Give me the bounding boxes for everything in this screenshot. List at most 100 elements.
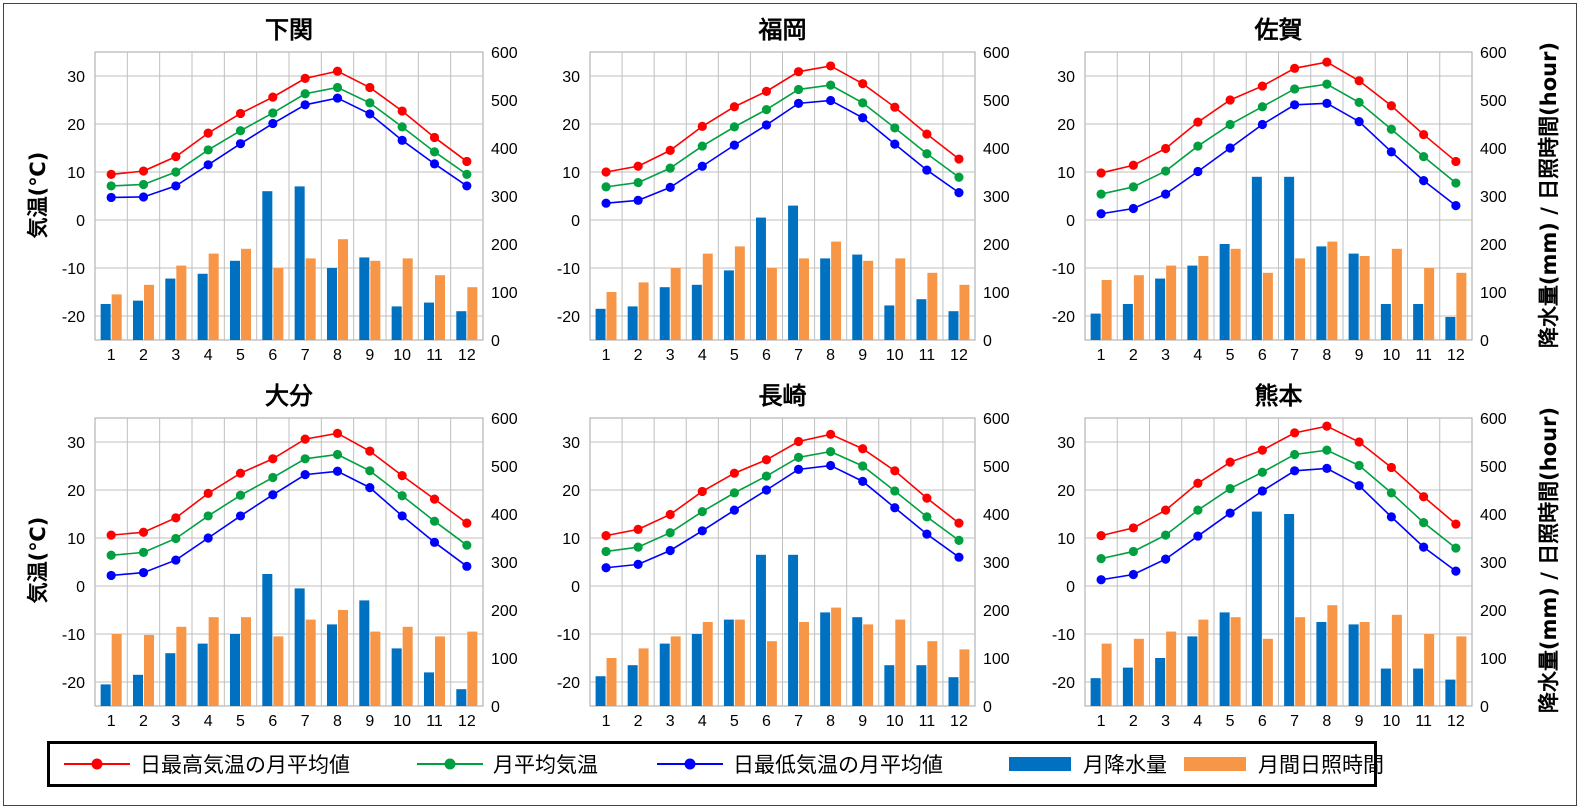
avg-temp-point xyxy=(1290,449,1300,460)
right-tick-label: 300 xyxy=(983,555,1010,572)
avg-temp-point xyxy=(665,528,675,538)
min-temp-point xyxy=(761,120,772,130)
right-tick-label: 500 xyxy=(491,93,518,110)
sunshine-bar xyxy=(1230,617,1241,706)
precip-bar xyxy=(391,648,402,706)
max-temp-point xyxy=(332,428,343,438)
precip-bar xyxy=(197,643,208,706)
left-tick-label: -10 xyxy=(1052,627,1075,644)
chart-title: 長崎 xyxy=(759,382,807,410)
min-temp-point xyxy=(1225,143,1235,153)
sunshine-bar xyxy=(606,658,617,706)
sunshine-bar xyxy=(1327,241,1338,340)
x-tick-label: 4 xyxy=(204,713,213,730)
max-temp-point xyxy=(1225,457,1235,467)
min-temp-point xyxy=(1096,209,1106,219)
left-tick-label: 20 xyxy=(67,117,85,134)
right-tick-label: 600 xyxy=(491,45,518,62)
left-tick-label: 30 xyxy=(1057,435,1075,452)
max-temp-point xyxy=(729,102,739,112)
avg-temp-point xyxy=(697,141,707,151)
avg-temp-point xyxy=(203,511,213,521)
x-tick-label: 1 xyxy=(602,713,611,730)
legend-label-sun: 月間日照時間 xyxy=(1258,753,1384,777)
max-temp-point xyxy=(890,102,900,112)
sunshine-bar xyxy=(927,272,938,340)
max-temp-point xyxy=(1451,156,1461,167)
sunshine-bar xyxy=(241,248,252,340)
avg-temp-point xyxy=(633,542,643,552)
right-tick-label: 300 xyxy=(491,189,518,206)
avg-temp-point xyxy=(235,490,246,500)
sunshine-bar xyxy=(1295,617,1306,706)
chart-title: 下関 xyxy=(265,16,313,44)
precip-bar xyxy=(820,612,831,706)
right-tick-label: 200 xyxy=(1480,237,1507,254)
min-temp-point xyxy=(332,466,343,476)
min-temp-point xyxy=(697,526,707,536)
sunshine-bar xyxy=(1262,638,1273,706)
max-temp-point xyxy=(697,486,707,497)
x-tick-label: 9 xyxy=(858,347,867,364)
right-tick-label: 200 xyxy=(491,237,518,254)
min-temp-point xyxy=(826,460,836,471)
x-tick-label: 2 xyxy=(139,713,148,730)
x-tick-label: 5 xyxy=(730,713,739,730)
precip-bar xyxy=(756,217,766,340)
avg-temp-point xyxy=(138,547,149,558)
avg-temp-point xyxy=(1322,445,1332,455)
legend-label-max: 日最高気温の月平均値 xyxy=(140,753,350,777)
left-tick-label: 30 xyxy=(562,435,580,452)
min-temp-point xyxy=(601,563,611,573)
right-tick-label: 600 xyxy=(491,411,518,428)
avg-temp-point xyxy=(858,461,868,471)
precip-bar xyxy=(1155,658,1166,706)
right-tick-label: 600 xyxy=(1480,411,1507,428)
sunshine-bar xyxy=(467,631,478,706)
precip-bar xyxy=(1251,511,1262,706)
max-temp-point xyxy=(203,128,213,138)
avg-temp-point xyxy=(858,98,868,108)
precip-bar xyxy=(916,665,927,706)
avg-temp-point xyxy=(1128,182,1138,192)
precip-bar xyxy=(165,278,176,340)
right-tick-label: 400 xyxy=(491,507,518,524)
min-temp-point xyxy=(1451,201,1461,211)
x-tick-label: 1 xyxy=(107,713,116,730)
avg-temp-point xyxy=(1451,543,1461,553)
min-temp-point xyxy=(268,490,278,500)
max-temp-point xyxy=(1096,168,1106,178)
min-temp-point xyxy=(922,529,932,539)
min-temp-point xyxy=(332,93,343,103)
sunshine-bar xyxy=(208,617,219,706)
sunshine-bar xyxy=(670,636,681,706)
chart-title: 佐賀 xyxy=(1254,16,1303,44)
x-tick-label: 2 xyxy=(139,347,148,364)
right-tick-label: 100 xyxy=(1480,651,1507,668)
min-temp-point xyxy=(365,109,375,119)
avg-temp-point xyxy=(106,181,116,191)
max-temp-point xyxy=(106,169,116,179)
left-tick-label: -20 xyxy=(62,309,85,326)
right-tick-label: 400 xyxy=(1480,141,1507,158)
min-temp-point xyxy=(1322,98,1332,108)
precip-bar xyxy=(423,672,434,706)
x-tick-label: 5 xyxy=(730,347,739,364)
sunshine-bar xyxy=(1262,272,1273,340)
left-tick-label: 10 xyxy=(562,165,580,182)
x-tick-label: 5 xyxy=(1226,713,1235,730)
avg-temp-point xyxy=(1419,518,1429,528)
max-temp-point xyxy=(138,527,149,537)
max-temp-point xyxy=(365,446,375,456)
min-temp-point xyxy=(665,545,675,556)
x-tick-label: 11 xyxy=(1415,347,1432,364)
avg-temp-point xyxy=(890,123,900,133)
min-temp-point xyxy=(138,192,149,202)
precip-bar xyxy=(262,191,273,340)
right-tick-label: 400 xyxy=(491,141,518,158)
right-tick-label: 600 xyxy=(1480,45,1507,62)
right-tick-label: 300 xyxy=(1480,555,1507,572)
x-tick-label: 4 xyxy=(698,713,707,730)
sunshine-bar xyxy=(895,619,906,706)
